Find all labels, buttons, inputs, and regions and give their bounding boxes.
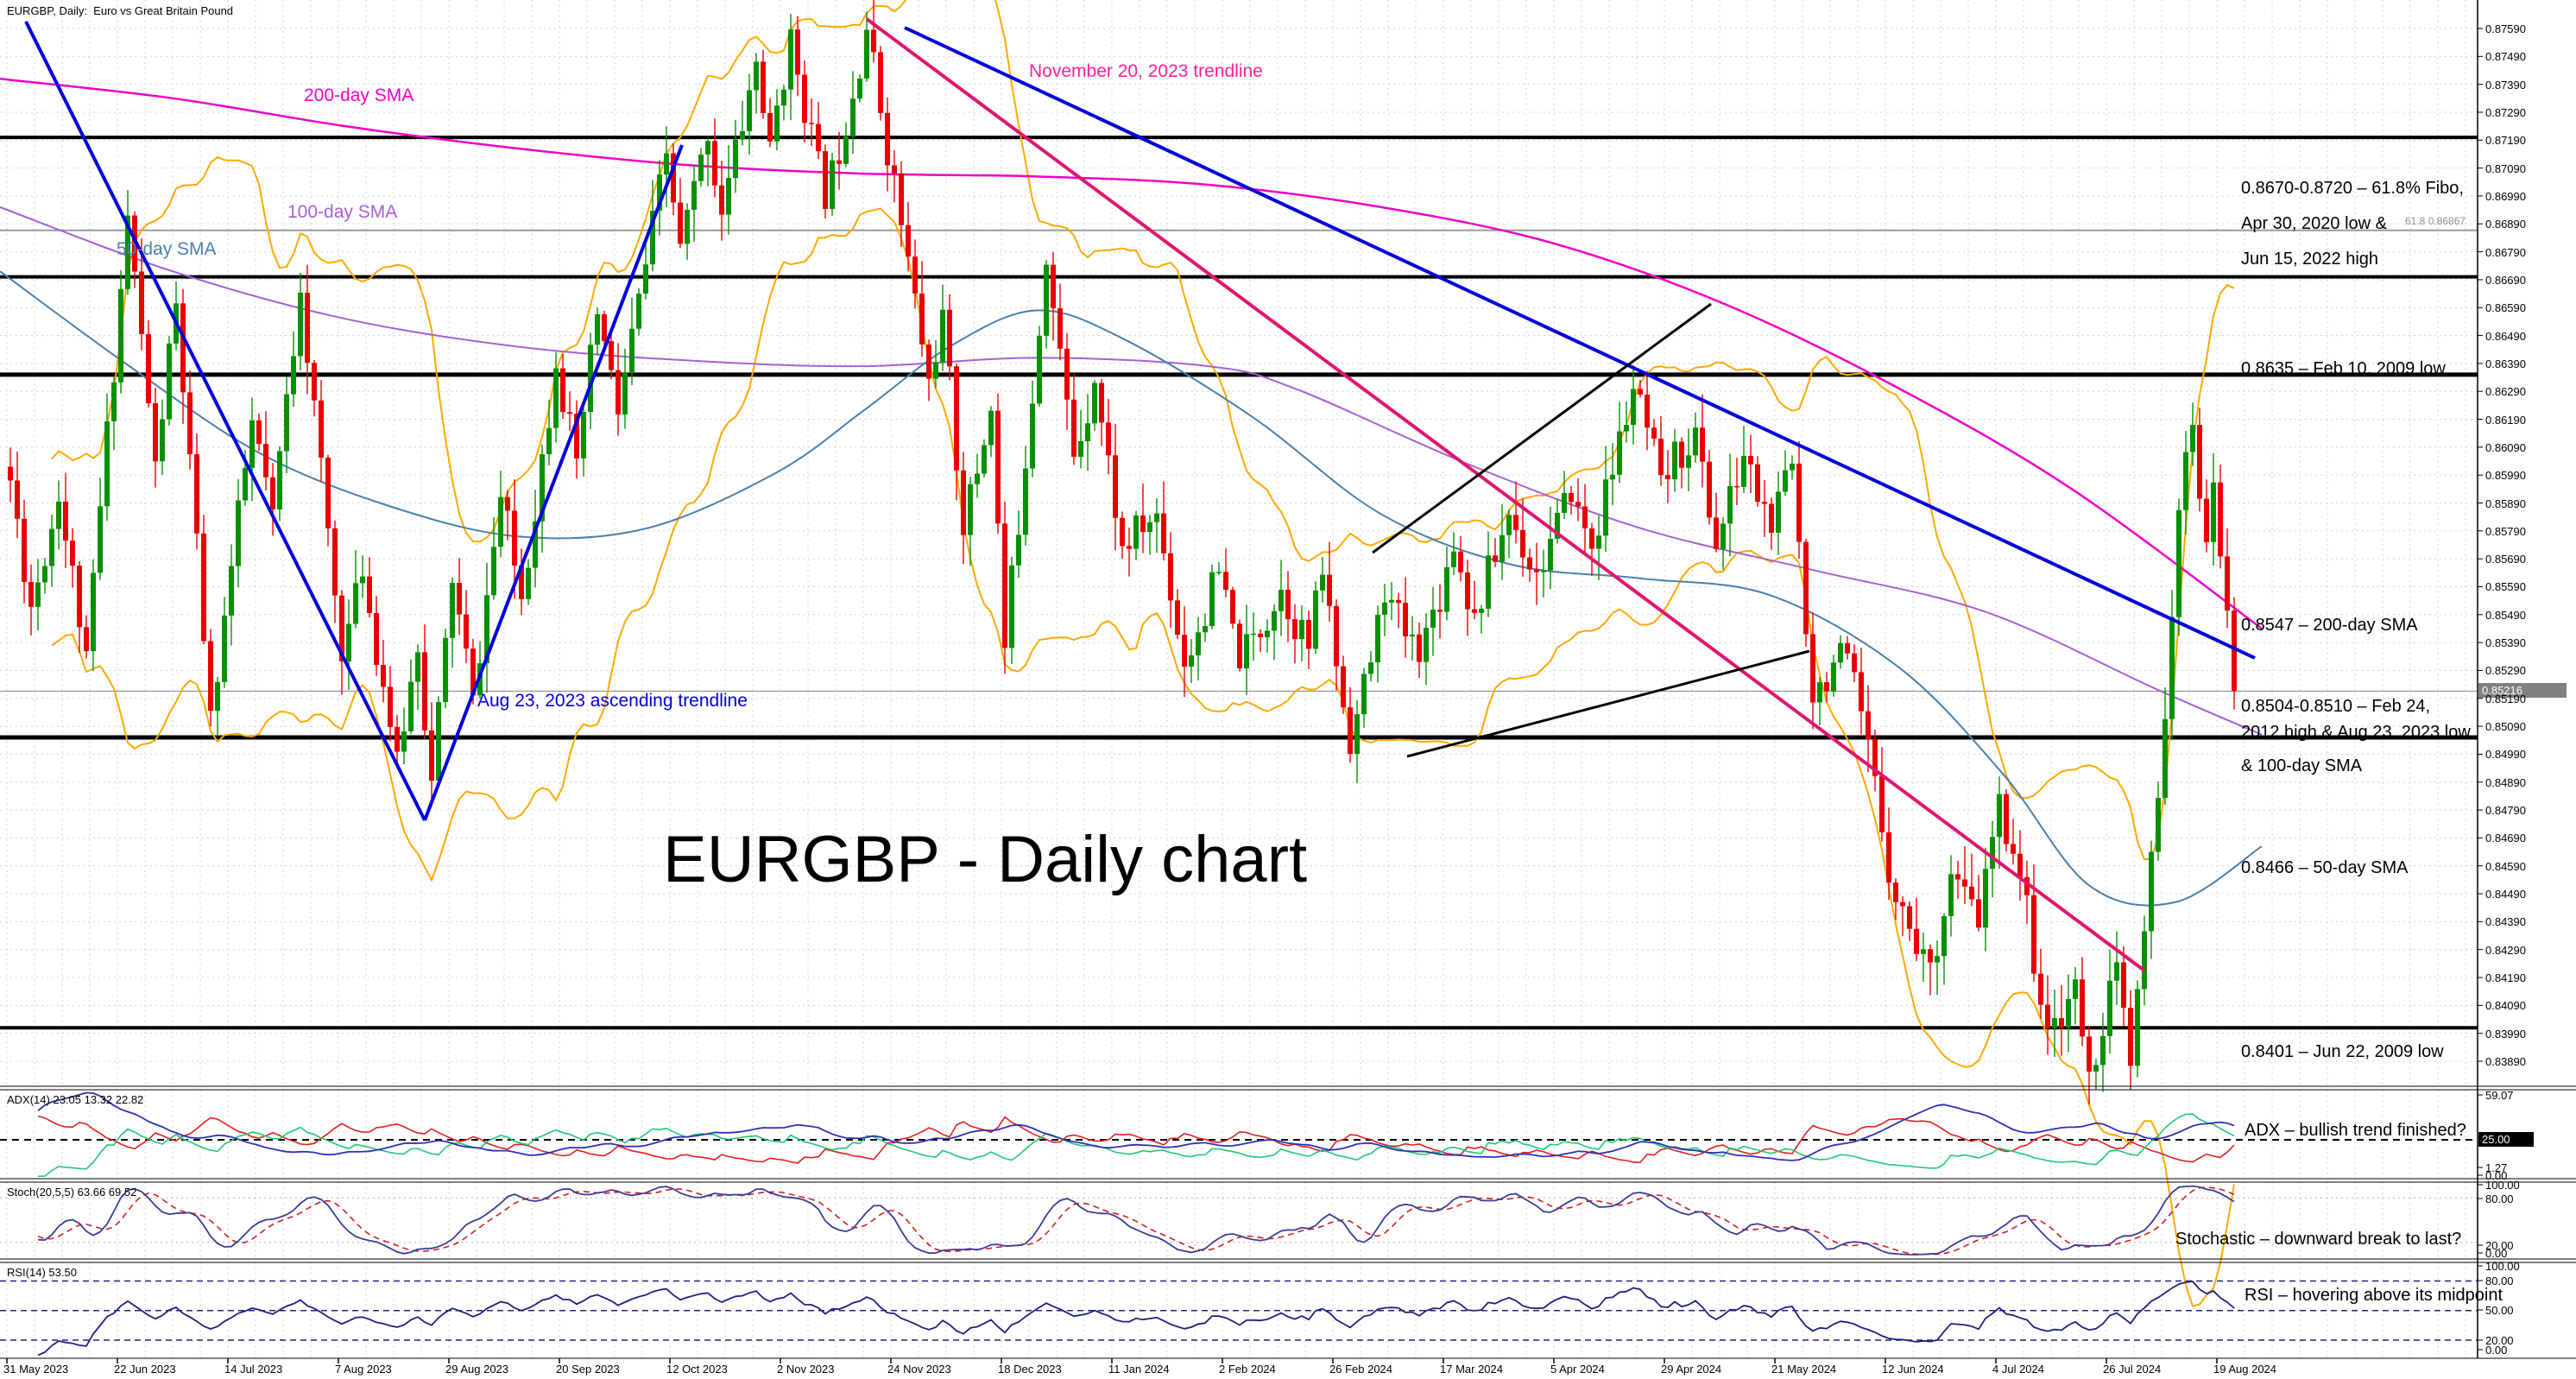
date-tick-label: 4 Jul 2024 (1992, 1363, 2044, 1376)
sma200-label: 200-day SMA (304, 85, 414, 105)
price-tick-label: 0.83890 (2485, 1054, 2526, 1068)
adx-25-level-box: 25.00 (2478, 1132, 2534, 1147)
price-tick-label: 0.84190 (2485, 971, 2526, 985)
fibo-618-tag: 61.8 0.86867 (2405, 215, 2466, 227)
price-tick-label: 0.84090 (2485, 999, 2526, 1013)
price-tick-label: 0.85290 (2485, 664, 2526, 678)
date-tick-label: 26 Jul 2024 (2103, 1363, 2162, 1376)
date-tick-label: 20 Sep 2023 (556, 1363, 620, 1376)
sma50-label: 50-day SMA (117, 239, 217, 259)
annotation-zone-8504-line3: & 100-day SMA (2241, 756, 2363, 775)
aug-ascending-trendline-label: Aug 23, 2023 ascending trendline (477, 691, 748, 711)
current-price-box: 0.85216 (2478, 683, 2567, 698)
indicator-scale-label: 50.00 (2485, 1304, 2514, 1317)
november-trendline-label: November 20, 2023 trendline (1029, 61, 1263, 81)
indicator-scale-label: 100.00 (2485, 1179, 2520, 1192)
date-tick-label: 11 Jan 2024 (1108, 1363, 1170, 1376)
price-tick-label: 0.84990 (2485, 748, 2526, 762)
date-tick-label: 24 Nov 2023 (887, 1363, 951, 1376)
indicator-scale-label: 20.00 (2485, 1334, 2514, 1347)
price-tick-label: 0.85490 (2485, 608, 2526, 622)
chart-watermark-title: EURGBP - Daily chart (663, 823, 1308, 896)
annotation-rsi-note: RSI – hovering above its midpoint (2245, 1286, 2503, 1305)
price-tick-label: 0.87490 (2485, 50, 2526, 64)
indicator-scale-label: 59.07 (2485, 1089, 2514, 1102)
price-tick-label: 0.86090 (2485, 440, 2526, 454)
price-tick-label: 0.86790 (2485, 245, 2526, 259)
indicator-scale-label: 0.00 (2485, 1344, 2508, 1357)
indicator-scale-label: 1.27 (2485, 1161, 2508, 1174)
price-tick-label: 0.87390 (2485, 78, 2526, 92)
price-tick-label: 0.85990 (2485, 469, 2526, 483)
annotation-adx-note: ADX – bullish trend finished? (2245, 1121, 2466, 1140)
date-tick-label: 18 Dec 2023 (998, 1363, 1062, 1376)
price-tick-label: 0.83990 (2485, 1027, 2526, 1041)
price-tick-label: 0.86190 (2485, 413, 2526, 427)
price-tick-label: 0.85890 (2485, 497, 2526, 510)
rsi-panel-header: RSI(14) 53.50 (7, 1266, 77, 1279)
annotation-fibo-zone-line1: 0.8670-0.8720 – 61.8% Fibo, (2241, 179, 2464, 198)
price-tick-label: 0.86590 (2485, 301, 2526, 315)
annotation-fibo-zone-line3: Jun 15, 2022 high (2241, 250, 2379, 269)
annotation-level-8547: 0.8547 – 200-day SMA (2241, 616, 2418, 635)
price-tick-label: 0.85190 (2485, 692, 2526, 705)
date-tick-label: 29 Apr 2024 (1661, 1363, 1722, 1376)
price-tick-label: 0.84590 (2485, 859, 2526, 873)
price-tick-label: 0.86990 (2485, 189, 2526, 203)
date-tick-label: 29 Aug 2023 (445, 1363, 509, 1376)
sma100-label: 100-day SMA (287, 202, 398, 222)
price-tick-label: 0.87290 (2485, 105, 2526, 119)
date-tick-label: 14 Jul 2023 (224, 1363, 283, 1376)
price-tick-label: 0.87190 (2485, 134, 2526, 148)
annotation-level-8401: 0.8401 – Jun 22, 2009 low (2241, 1042, 2444, 1061)
date-tick-label: 5 Apr 2024 (1550, 1363, 1605, 1376)
indicator-scale-label: 80.00 (2485, 1275, 2514, 1287)
date-tick-label: 12 Oct 2023 (666, 1363, 728, 1376)
price-tick-label: 0.84790 (2485, 804, 2526, 818)
indicator-scale-label: 20.00 (2485, 1239, 2514, 1252)
date-tick-label: 21 May 2024 (1771, 1363, 1837, 1376)
adx-panel-header: ADX(14) 23.05 13.32 22.82 (7, 1093, 144, 1106)
price-tick-label: 0.86390 (2485, 357, 2526, 370)
date-tick-label: 31 May 2023 (3, 1363, 69, 1376)
chart-window-title: EURGBP, Daily: Euro vs Great Britain Pou… (7, 4, 234, 17)
date-tick-label: 7 Aug 2023 (335, 1363, 392, 1376)
indicator-scale-label: 0.00 (2485, 1169, 2508, 1182)
date-tick-label: 26 Feb 2024 (1329, 1363, 1393, 1376)
price-tick-label: 0.87090 (2485, 161, 2526, 175)
price-tick-label: 0.84690 (2485, 832, 2526, 845)
stoch-panel-header: Stoch(20,5,5) 63.66 69.52 (7, 1186, 137, 1199)
annotation-zone-8504-line2: 2012 high & Aug 23, 2023 low (2241, 723, 2471, 742)
annotation-stoch-note: Stochastic – downward break to last? (2175, 1230, 2462, 1249)
date-tick-label: 12 Jun 2024 (1882, 1363, 1944, 1376)
date-tick-label: 2 Nov 2023 (777, 1363, 835, 1376)
price-tick-label: 0.85590 (2485, 580, 2526, 594)
price-tick-label: 0.85690 (2485, 553, 2526, 566)
indicator-scale-label: 80.00 (2485, 1192, 2514, 1205)
price-tick-label: 0.87590 (2485, 22, 2526, 35)
date-tick-label: 19 Aug 2024 (2213, 1363, 2277, 1376)
annotation-zone-8504-line1: 0.8504-0.8510 – Feb 24, (2241, 697, 2431, 716)
price-tick-label: 0.85790 (2485, 524, 2526, 538)
date-tick-label: 2 Feb 2024 (1219, 1363, 1276, 1376)
price-tick-label: 0.85390 (2485, 636, 2526, 650)
indicator-scale-label: 100.00 (2485, 1260, 2520, 1273)
annotation-level-8635: 0.8635 – Feb 10, 2009 low (2241, 359, 2446, 378)
annotation-level-8466: 0.8466 – 50-day SMA (2241, 858, 2409, 877)
price-tick-label: 0.84490 (2485, 888, 2526, 901)
indicator-scale-label: 0.00 (2485, 1247, 2508, 1260)
price-tick-label: 0.86290 (2485, 385, 2526, 399)
price-tick-label: 0.86490 (2485, 329, 2526, 343)
price-tick-label: 0.84390 (2485, 915, 2526, 929)
price-tick-label: 0.84890 (2485, 775, 2526, 789)
price-tick-label: 0.85090 (2485, 720, 2526, 734)
price-tick-label: 0.86690 (2485, 273, 2526, 287)
date-tick-label: 17 Mar 2024 (1440, 1363, 1503, 1376)
date-tick-label: 22 Jun 2023 (114, 1363, 176, 1376)
price-tick-label: 0.84290 (2485, 943, 2526, 957)
annotation-fibo-zone-line2: Apr 30, 2020 low & (2241, 214, 2387, 233)
price-tick-label: 0.86890 (2485, 218, 2526, 231)
